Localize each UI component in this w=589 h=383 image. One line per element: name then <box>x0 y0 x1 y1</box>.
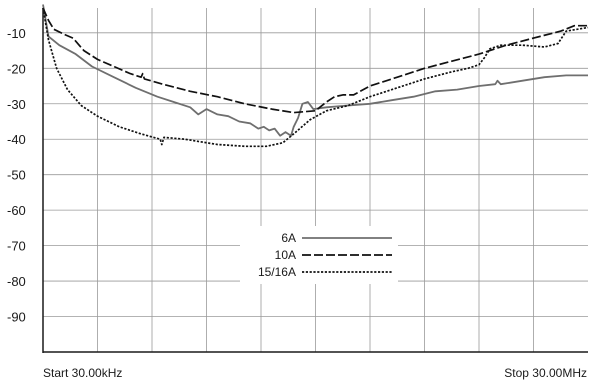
y-tick-label: -10 <box>7 26 26 41</box>
grid-lines <box>43 8 588 352</box>
y-tick-label: -50 <box>7 168 26 183</box>
y-tick-label: -80 <box>7 274 26 289</box>
legend: 6A 10A 15/16A <box>240 226 398 284</box>
axis-frame <box>42 8 588 353</box>
y-tick-label: -60 <box>7 203 26 218</box>
y-tick-label: -70 <box>7 239 26 254</box>
series-lines <box>42 4 589 148</box>
x-start-label: Start 30.00kHz <box>43 366 122 380</box>
legend-label: 15/16A <box>258 265 296 279</box>
y-tick-labels: -10 -20 -30 -40 -50 -60 -70 -80 -90 <box>7 26 26 325</box>
x-stop-label: Stop 30.00MHz <box>504 366 587 380</box>
y-tick-label: -30 <box>7 97 26 112</box>
y-tick-label: -90 <box>7 310 26 325</box>
legend-label: 6A <box>281 231 296 245</box>
y-tick-label: -20 <box>7 61 26 76</box>
series-line-2 <box>42 7 589 148</box>
series-line-1 <box>42 7 588 114</box>
legend-label: 10A <box>275 248 296 262</box>
series-line-0 <box>42 4 588 137</box>
y-tick-label: -40 <box>7 132 26 147</box>
